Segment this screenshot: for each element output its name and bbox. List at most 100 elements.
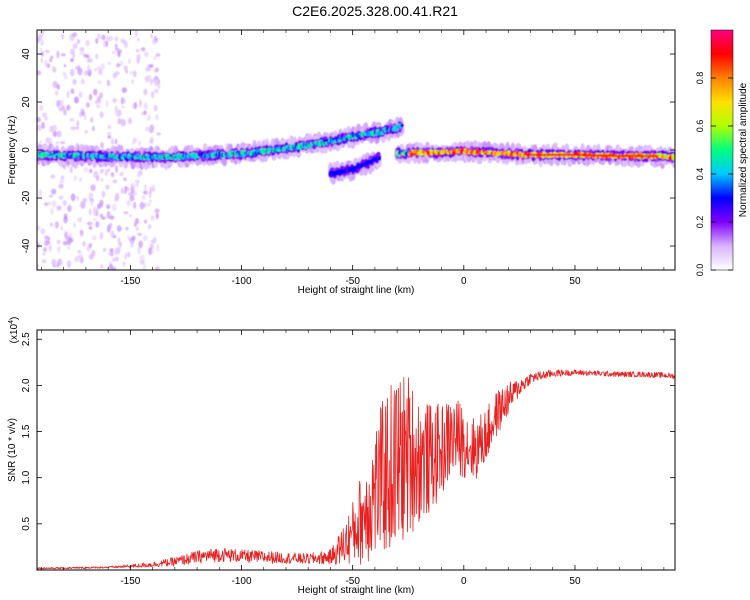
spectrogram-noise <box>130 239 134 248</box>
spectrogram-noise <box>114 197 118 202</box>
spectrogram-noise <box>106 211 111 219</box>
spectrogram-noise <box>78 91 83 99</box>
spectrogram-noise <box>129 214 132 218</box>
spectrogram-noise <box>127 117 133 125</box>
spectrogram-noise <box>51 200 57 208</box>
spectrogram-peak <box>644 154 648 158</box>
spectrogram-noise <box>112 267 117 270</box>
spectrogram-noise <box>70 126 76 131</box>
spectrogram-noise <box>75 126 80 130</box>
spectrogram-noise <box>138 140 141 147</box>
spectrogram-noise <box>150 239 155 244</box>
spectrogram-noise <box>66 104 71 111</box>
spectrogram-noise <box>114 43 118 50</box>
colorbar-tick-label: 0.4 <box>695 168 705 181</box>
spectrogram-noise <box>132 103 135 110</box>
spectrogram-peak <box>593 154 597 157</box>
spectrogram-noise <box>80 78 85 85</box>
spectrogram-noise <box>92 126 95 132</box>
spectrogram-noise <box>95 100 98 104</box>
spectrogram-peak <box>617 154 621 158</box>
x-tick-label: 0 <box>461 576 467 587</box>
spectrogram-noise <box>139 254 145 262</box>
spectrogram-noise <box>56 83 60 90</box>
spectrogram-noise <box>70 58 74 63</box>
spectrogram-noise <box>40 57 43 64</box>
spectrogram-noise <box>142 263 147 270</box>
spectrogram-noise <box>62 71 67 76</box>
spectrogram-noise <box>39 47 43 53</box>
spectrogram-noise <box>73 175 78 181</box>
spectrogram-noise <box>154 208 160 214</box>
x-tick-label: 0 <box>461 276 467 287</box>
spectrogram-noise <box>116 62 120 69</box>
spectrogram-noise <box>63 213 68 220</box>
x-tick-label: -150 <box>120 576 140 587</box>
spectrogram-noise <box>156 243 160 252</box>
spectrogram-noise <box>107 81 111 86</box>
spectrogram-peak <box>615 154 619 158</box>
spectrogram-peak <box>639 154 643 158</box>
spectrogram-noise <box>69 166 73 174</box>
spectrogram-noise <box>56 205 62 211</box>
spectrogram-noise <box>111 51 115 55</box>
spectrogram-noise <box>70 193 76 202</box>
snr-series-line <box>37 369 675 570</box>
spectrogram-peak <box>575 153 579 156</box>
colorbar-tick-label: 0.8 <box>695 72 705 85</box>
spectrogram-noise <box>45 49 50 54</box>
spectrogram-y-ticks: -40 -20 0 20 40 <box>21 48 675 253</box>
spectrogram-noise <box>151 39 157 45</box>
spectrogram-noise <box>143 51 149 58</box>
spectrogram-noise <box>135 226 139 231</box>
spectrogram-noise <box>91 250 96 257</box>
spectrogram-cell <box>672 156 675 161</box>
spectrogram-noise <box>110 172 115 178</box>
spectrogram-noise <box>88 209 92 215</box>
spectrogram-noise <box>77 216 83 223</box>
spectrogram-cell <box>513 153 518 157</box>
spectrogram-noise <box>153 88 159 94</box>
spectrogram-noise <box>78 177 83 182</box>
spectrogram-noise <box>67 246 71 250</box>
spectrogram-noise <box>90 199 94 206</box>
spectrogram-peak <box>567 153 571 156</box>
spectrogram-noise <box>38 189 42 197</box>
spectrogram-noise <box>50 207 54 216</box>
spectrogram-noise <box>124 252 127 260</box>
spectrogram-peak <box>535 153 539 156</box>
spectrogram-noise <box>99 168 104 174</box>
spectrogram-noise <box>54 221 59 229</box>
colorbar-tick-label: 0.0 <box>695 264 705 277</box>
y-tick-label: 2.0 <box>21 378 32 392</box>
spectrogram-noise <box>79 46 85 53</box>
y-tick-label: 0.5 <box>21 516 32 530</box>
spectrogram-noise <box>37 33 43 41</box>
spectrogram-peak <box>633 154 637 158</box>
spectrogram-noise <box>116 225 122 232</box>
spectrogram-noise <box>134 30 138 37</box>
spectrogram-noise <box>106 204 111 210</box>
spectrogram-noise <box>63 74 68 80</box>
spectrogram-noise <box>85 39 90 47</box>
spectrogram-peak <box>585 154 589 157</box>
spectrogram-noise <box>77 67 83 76</box>
spectrogram-noise <box>41 51 44 57</box>
x-tick-label: -50 <box>345 576 360 587</box>
spectrogram-noise <box>119 60 124 66</box>
spectrogram-noise <box>150 215 155 221</box>
spectrogram-peak <box>612 154 616 157</box>
spectrogram-noise <box>130 182 136 188</box>
spectrogram-noise <box>39 140 43 144</box>
spectrogram-noise <box>120 187 124 195</box>
spectrogram-noise <box>150 91 155 99</box>
spectrogram-noise <box>94 67 98 72</box>
spectrogram-noise <box>131 78 134 85</box>
y-tick-label: 40 <box>21 48 32 60</box>
spectrogram-noise <box>67 204 72 213</box>
spectrogram-noise <box>155 266 160 270</box>
spectrogram-noise <box>97 95 102 103</box>
spectrogram-noise <box>37 117 42 123</box>
spectrogram-noise <box>84 129 89 134</box>
spectrogram-noise <box>48 244 52 252</box>
